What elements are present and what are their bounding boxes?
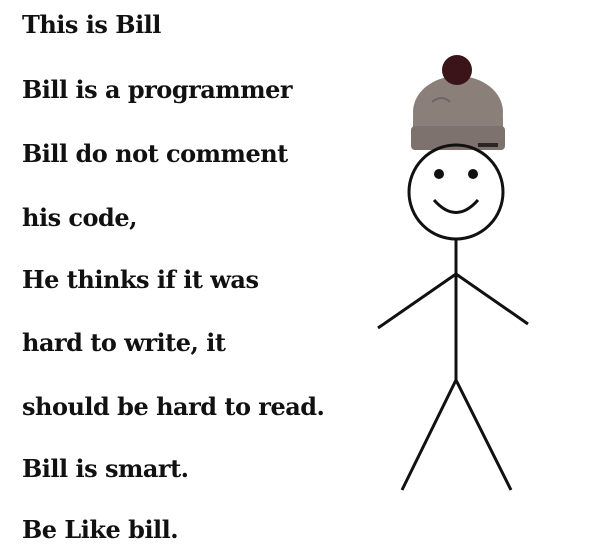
right-leg xyxy=(454,379,513,491)
caption-text: This is Bill Bill is a programmer Bill d… xyxy=(22,0,382,550)
caption-line: He thinks if it was xyxy=(22,265,259,294)
left-eye xyxy=(434,169,444,179)
caption-line: should be hard to read. xyxy=(22,392,325,421)
pompom xyxy=(442,55,472,85)
caption-line: Bill is smart. xyxy=(22,454,189,483)
caption-line: his code, xyxy=(22,203,137,232)
caption-line: Bill is a programmer xyxy=(22,75,293,104)
caption-line: This is Bill xyxy=(22,10,161,39)
caption-line: Be Like bill. xyxy=(22,515,179,544)
stick-figure xyxy=(377,55,529,491)
left-leg xyxy=(400,379,458,491)
right-arm xyxy=(455,272,529,326)
left-arm xyxy=(377,272,457,330)
beanie-hat-icon xyxy=(411,55,505,150)
hat-fold xyxy=(431,97,451,103)
hat-label xyxy=(478,143,498,147)
right-eye xyxy=(468,169,478,179)
smile xyxy=(432,198,480,214)
caption-line: hard to write, it xyxy=(22,328,226,357)
caption-line: Bill do not comment xyxy=(22,139,288,168)
head xyxy=(407,143,505,241)
hat-body xyxy=(413,78,503,134)
